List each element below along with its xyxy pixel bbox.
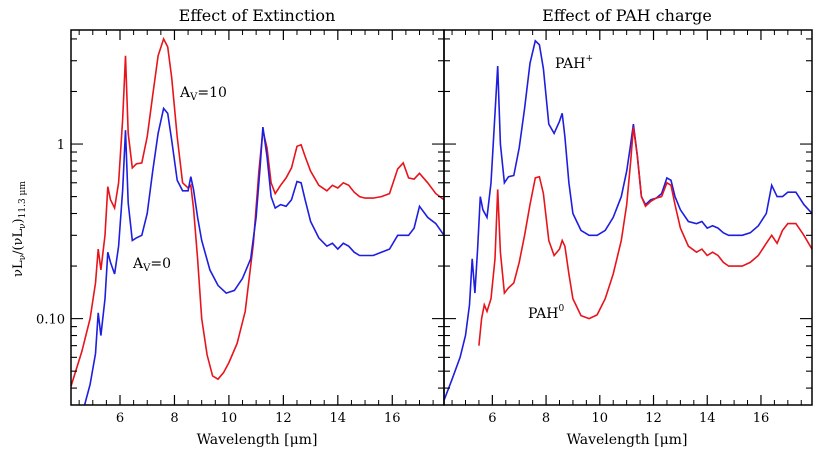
y-axis-label: νLν/(νLν)11.3 μm [11, 181, 28, 277]
x-tick-label: 16 [753, 411, 770, 426]
x-tick-label: 10 [221, 411, 238, 426]
x-tick-label: 16 [384, 411, 401, 426]
panel-extinction: Effect of Extinction 6 8 10 12 14 16 1 0.10 Wav… [36, 6, 445, 448]
x-axis-label: Wavelength [μm] [197, 432, 318, 448]
y-tick-label: 1 [57, 138, 65, 153]
series-label-pah-plus: PAH+ [555, 54, 593, 72]
x-tick-label: 6 [116, 411, 124, 426]
series-label-av10: AV=10 [179, 85, 227, 103]
plot-area [444, 39, 812, 401]
x-tick-label: 8 [170, 411, 178, 426]
panel-title: Effect of PAH charge [542, 6, 712, 25]
x-tick-label: 12 [645, 411, 662, 426]
series-label-pah-zero: PAH0 [528, 304, 564, 322]
plot-frame [443, 29, 813, 406]
x-tick-label: 8 [542, 411, 550, 426]
series-line-pah0 [478, 126, 812, 346]
x-tick-label: 14 [330, 411, 347, 426]
panel-pah-charge: Effect of PAH charge 6 8 10 12 14 16 Waveleng… [443, 6, 813, 448]
x-tick-label: 10 [592, 411, 609, 426]
series-line-pah- [444, 39, 812, 401]
plot-area [71, 36, 444, 405]
panel-title: Effect of Extinction [179, 6, 336, 25]
series-label-av0: AV=0 [132, 256, 171, 274]
series-line-a-v-10 [71, 36, 444, 387]
series-line-a-v-0 [83, 106, 444, 405]
x-tick-label: 14 [699, 411, 716, 426]
x-axis-label: Wavelength [μm] [567, 432, 688, 448]
x-tick-label: 12 [275, 411, 292, 426]
y-tick-label: 0.10 [36, 313, 65, 328]
x-tick-label: 6 [488, 411, 496, 426]
axis-ticks: 6 8 10 12 14 16 [444, 30, 812, 426]
axis-ticks: 6 8 10 12 14 16 1 0.10 [36, 30, 444, 426]
